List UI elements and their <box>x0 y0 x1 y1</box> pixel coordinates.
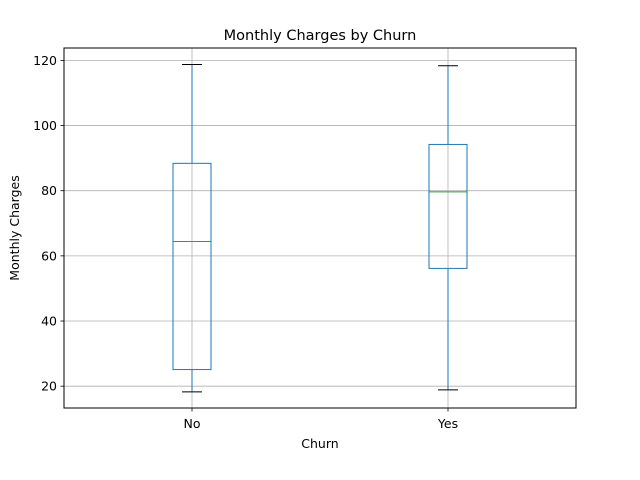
iqr-box <box>428 143 468 269</box>
y-tick-label: 40 <box>41 314 57 329</box>
y-tick-label: 20 <box>41 379 57 394</box>
box-no <box>172 63 212 393</box>
x-tick-label: No <box>184 416 201 431</box>
y-tick-label: 100 <box>33 118 57 133</box>
y-tick-label: 80 <box>41 183 57 198</box>
y-tick-label: 60 <box>41 248 57 263</box>
box-yes <box>428 65 468 391</box>
y-axis-label: Monthly Charges <box>7 175 22 280</box>
grid-layer <box>64 48 576 408</box>
x-tick-label: Yes <box>437 416 458 431</box>
tick-layer: 20 40 60 80 100 120 No Yes <box>33 53 458 431</box>
chart-title: Monthly Charges by Churn <box>224 28 417 44</box>
box-layer <box>172 63 468 393</box>
iqr-box <box>172 162 212 371</box>
x-axis-label: Churn <box>301 436 338 451</box>
axes-frame <box>63 47 577 409</box>
y-tick-label: 120 <box>33 53 57 68</box>
